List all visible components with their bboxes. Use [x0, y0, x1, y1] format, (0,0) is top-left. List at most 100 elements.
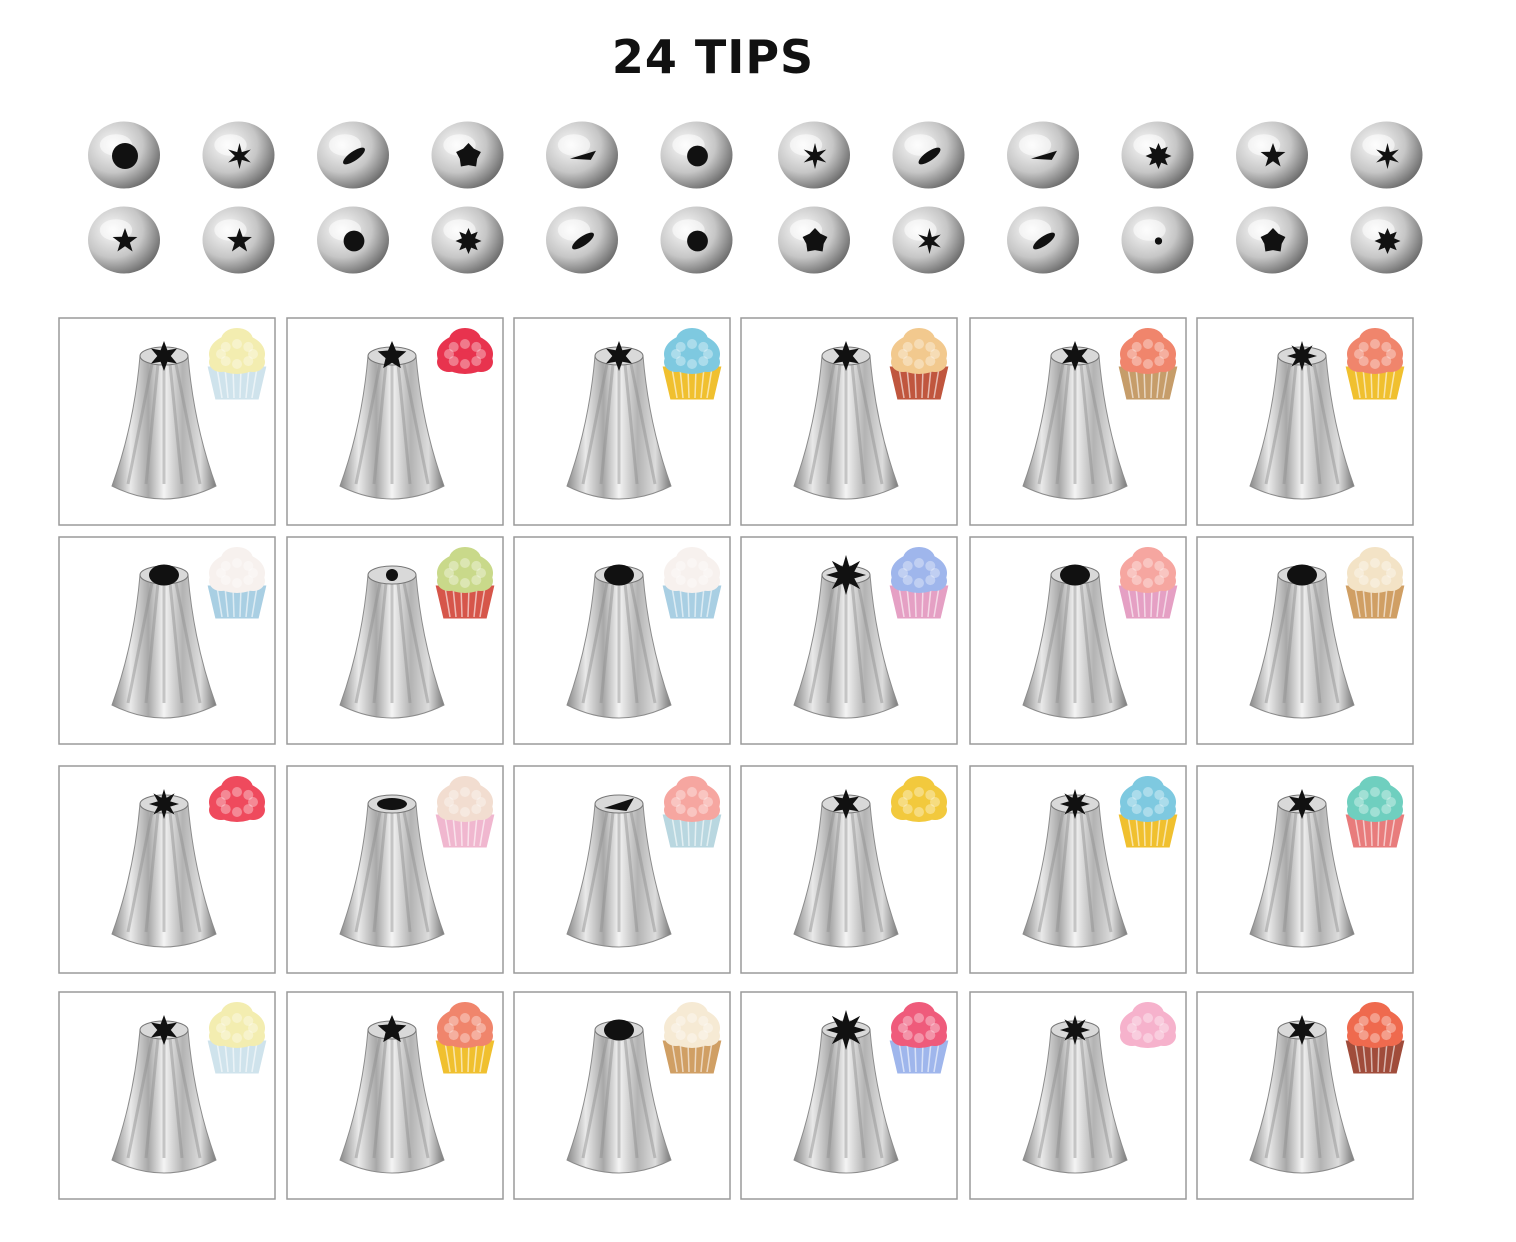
frosting: [664, 352, 688, 372]
frosting-swirl: [687, 807, 697, 817]
cupcake-liner-stripe: [245, 367, 250, 399]
nozzle-flute: [1085, 363, 1113, 485]
tip-end-view: [660, 206, 733, 274]
nozzle-body: [111, 1029, 217, 1174]
frosting-swirl: [1159, 1023, 1169, 1033]
end-view-row: [88, 121, 1423, 274]
tip-end-view: [1121, 206, 1194, 274]
tip-end-opening: [343, 230, 365, 252]
cupcake-liner-stripe: [906, 1041, 911, 1073]
cupcake-liner-stripe: [1389, 586, 1396, 618]
frosting-swirl: [1381, 1030, 1392, 1041]
frosting: [903, 328, 935, 352]
frosting-swirl: [902, 575, 913, 586]
nozzle-flute: [126, 1037, 154, 1159]
frosting-swirl: [1154, 560, 1165, 571]
frosting-swirl: [671, 349, 681, 359]
cupcake-liner-stripe: [1362, 1041, 1367, 1073]
nozzle-tile: [1196, 765, 1414, 974]
frosting-swirl: [232, 787, 242, 797]
frosting-swirl: [925, 1015, 936, 1026]
nozzle-body: [111, 355, 217, 500]
frosting-swirl: [698, 804, 709, 815]
frosting-swirl: [1370, 1013, 1380, 1023]
cupcake-liner-stripe: [1127, 367, 1134, 399]
tip-end-view: [431, 206, 504, 274]
frosting-swirl: [1358, 341, 1369, 352]
nozzle-opening: [833, 341, 859, 371]
tip-end-view: [1007, 121, 1079, 189]
frosting-swirl: [1131, 356, 1142, 367]
frosting-swirl: [1354, 349, 1364, 359]
nozzle-flute: [396, 1037, 412, 1159]
frosting-swirl: [460, 807, 470, 817]
nozzle-flute: [126, 582, 154, 704]
nozzle-opening: [833, 789, 859, 819]
frosting: [891, 352, 915, 372]
frosting: [241, 1026, 265, 1046]
tip-end-opening: [803, 143, 827, 169]
tip-end-view: [660, 121, 733, 189]
cupcake-liner-stripe: [1383, 367, 1388, 399]
frosting-swirl: [1131, 1030, 1142, 1041]
frosting: [1347, 800, 1371, 820]
frosting-swirl: [1131, 341, 1142, 352]
frosting-swirl: [925, 341, 936, 352]
frosting-swirl: [1381, 341, 1392, 352]
frosting: [1120, 571, 1144, 591]
frosting-swirl: [675, 575, 686, 586]
frosting: [437, 800, 461, 820]
nozzle-flute: [402, 363, 430, 485]
frosting: [1347, 352, 1371, 372]
frosting-swirl: [1370, 578, 1380, 588]
nozzle-body: [1249, 1029, 1355, 1174]
cupcake-liner-stripe: [706, 367, 713, 399]
frosting-swirl: [698, 789, 709, 800]
nozzle-flute: [850, 363, 866, 485]
frosting: [1132, 547, 1164, 571]
frosting-swirl: [460, 1033, 470, 1043]
nozzle-flute: [174, 811, 202, 933]
nozzle-opening: [149, 564, 179, 586]
frosting-swirl: [687, 339, 697, 349]
cupcake-liner-stripe: [444, 815, 451, 847]
frosting-swirl: [1370, 807, 1380, 817]
nozzle-body: [1249, 803, 1355, 948]
frosting: [891, 800, 915, 820]
frosting-swirl: [220, 356, 231, 367]
nozzle-flute: [174, 363, 202, 485]
tip-end-opening: [456, 143, 481, 167]
frosting-swirl: [1381, 560, 1392, 571]
nozzle-flute: [808, 363, 836, 485]
nozzle-body: [339, 803, 445, 948]
nozzle-opening: [377, 798, 407, 810]
frosting: [676, 776, 708, 800]
cupcake-liner-stripe: [1156, 367, 1161, 399]
nozzle-tile: [58, 765, 276, 974]
tip-end-highlight: [1018, 219, 1052, 241]
frosting-swirl: [220, 560, 231, 571]
frosting-swirl: [930, 1023, 940, 1033]
frosting: [1359, 1002, 1391, 1026]
frosting: [1152, 1026, 1176, 1046]
frosting: [1132, 1002, 1164, 1026]
nozzle-flute: [1079, 811, 1095, 933]
tip-end-view: [202, 206, 275, 274]
nozzle-flute: [168, 582, 184, 704]
frosting-swirl: [1358, 575, 1369, 586]
cupcake-liner-stripe: [706, 1041, 713, 1073]
frosting: [1152, 800, 1176, 820]
nozzle-flute: [168, 1037, 184, 1159]
nozzle-opening: [377, 1015, 407, 1043]
nozzle-tile: [513, 991, 731, 1200]
frosting-swirl: [687, 578, 697, 588]
cupcake-liner-stripe: [452, 1041, 457, 1073]
frosting-swirl: [698, 575, 709, 586]
nozzle-flute: [1306, 1037, 1322, 1159]
frosting-swirl: [914, 359, 924, 369]
cupcake-liner-stripe: [898, 1041, 905, 1073]
tip-end-view: [1350, 121, 1423, 189]
frosting-swirl: [471, 1030, 482, 1041]
frosting-swirl: [1154, 1015, 1165, 1026]
nozzle-opening: [1289, 789, 1315, 819]
